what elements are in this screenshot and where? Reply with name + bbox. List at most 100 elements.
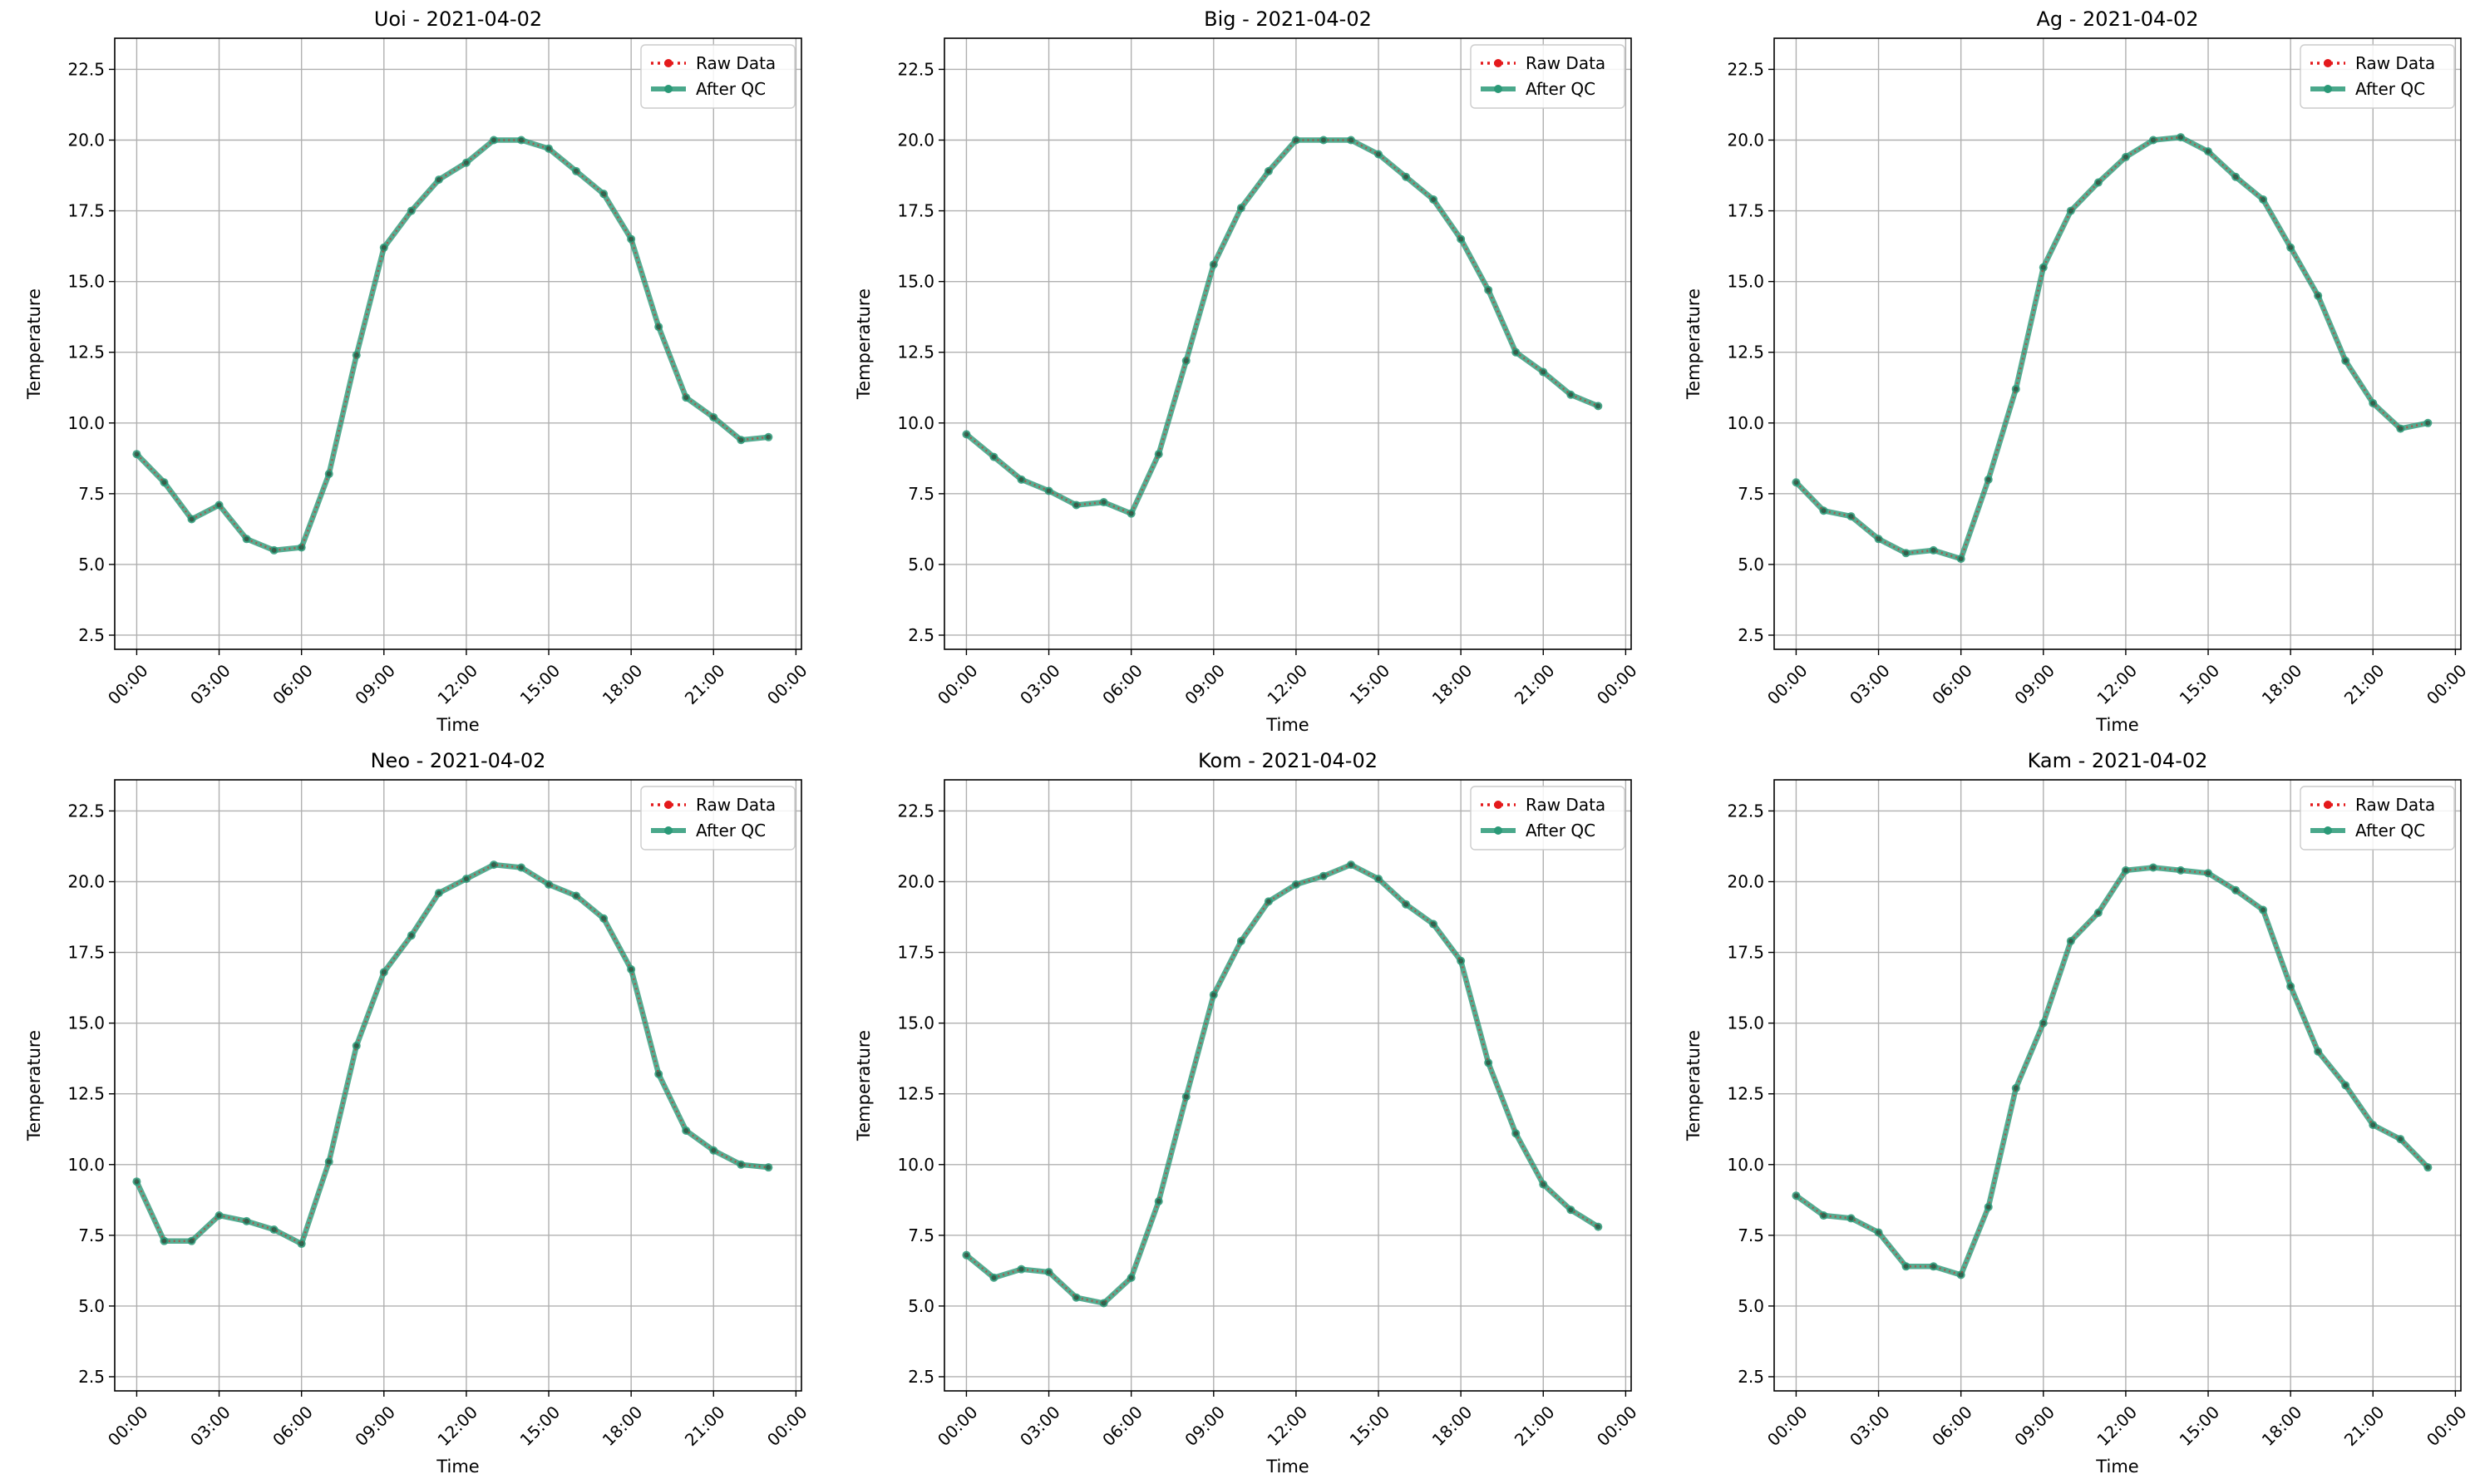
point-raw-data [2095,180,2101,185]
y-axis-label: Temperature [24,288,44,400]
point-raw-data [574,893,579,899]
legend-marker-qc [2324,85,2332,93]
axes-frame [1773,779,2462,1392]
x-tick-label: 03:00 [1846,1402,1894,1450]
point-raw-data [2068,938,2073,944]
point-raw-data [2013,386,2019,392]
y-tick-label: 15.0 [1727,272,1764,292]
legend-label-qc: After QC [1526,79,1595,99]
x-tick-label: 18:00 [1428,660,1477,708]
legend-label-raw: Raw Data [1526,53,1605,73]
point-raw-data [2068,208,2073,214]
y-tick-label: 22.5 [67,801,105,821]
point-raw-data [656,324,662,330]
series-line-raw-data [136,863,769,1245]
point-raw-data [683,1127,689,1133]
legend-marker-qc [664,85,673,93]
legend-label-qc: After QC [696,821,766,841]
legend-marker-raw [664,59,673,67]
y-tick-label: 15.0 [897,1013,934,1033]
point-raw-data [1238,938,1244,944]
point-raw-data [629,236,634,242]
x-axis-label: Time [1265,1457,1309,1477]
legend-marker-qc [664,826,673,835]
legend-label-qc: After QC [2355,79,2425,99]
y-tick-label: 7.5 [1738,484,1764,504]
legend-marker-raw [664,801,673,809]
point-raw-data [298,1241,304,1247]
y-tick-label: 22.5 [1727,59,1764,79]
point-raw-data [2315,1048,2321,1054]
point-raw-data [2177,135,2183,141]
y-tick-label: 20.0 [897,872,934,892]
point-raw-data [326,1159,332,1165]
y-tick-label: 10.0 [1727,413,1764,433]
subplot-1: Big - 2021-04-02 2.5 5.0 7.5 10.0 12.5 15.0 17.… [854,7,1641,735]
point-raw-data [271,1227,277,1233]
point-raw-data [1930,1264,1936,1270]
point-raw-data [353,353,359,358]
point-raw-data [1128,510,1134,516]
x-tick-label: 00:00 [104,660,152,708]
y-tick-label: 2.5 [908,625,934,645]
y-tick-label: 17.5 [1727,943,1764,963]
x-tick-label: 21:00 [681,1402,729,1450]
point-raw-data [1101,1300,1107,1306]
point-raw-data [2233,174,2239,180]
point-raw-data [134,1179,140,1185]
point-raw-data [1793,1193,1799,1199]
point-raw-data [546,145,552,151]
x-tick-label: 09:00 [1181,1402,1229,1450]
legend-label-qc: After QC [696,79,766,99]
point-raw-data [2315,293,2321,298]
point-raw-data [1156,451,1161,457]
point-raw-data [1821,508,1827,514]
legend-label-raw: Raw Data [696,795,776,815]
x-tick-label: 15:00 [516,660,565,708]
point-raw-data [1403,174,1409,180]
point-raw-data [463,876,469,882]
x-axis-label: Time [2095,715,2138,735]
y-tick-label: 2.5 [908,1367,934,1387]
y-tick-label: 2.5 [1738,1367,1764,1387]
legend-label-qc: After QC [2355,821,2425,841]
subplot-4: Kom - 2021-04-02 2.5 5.0 7.5 10.0 12.5 15.0 17.… [854,749,1641,1477]
point-raw-data [1903,550,1909,556]
point-raw-data [1486,287,1491,293]
y-tick-label: 2.5 [78,625,105,645]
x-tick-label: 15:00 [1346,660,1394,708]
legend-marker-qc [2324,826,2332,835]
x-tick-label: 12:00 [2093,660,2141,708]
point-raw-data [2206,149,2211,155]
legend-box [640,786,796,850]
subplot-5: Kam - 2021-04-02 2.5 5.0 7.5 10.0 12.5 15.0 17.… [1684,749,2471,1477]
point-raw-data [2398,1136,2404,1142]
point-raw-data [244,536,249,542]
series-line-after-qc [964,137,1600,516]
y-axis-label: Temperature [1684,288,1703,400]
x-tick-label: 18:00 [599,1402,647,1450]
point-raw-data [1431,921,1437,927]
y-tick-label: 12.5 [1727,343,1764,362]
y-tick-label: 12.5 [67,343,105,362]
y-tick-label: 12.5 [897,1084,934,1104]
point-raw-data [1156,1199,1161,1205]
point-raw-data [1018,1266,1024,1272]
x-tick-label: 18:00 [599,660,647,708]
subplot-title: Kom - 2021-04-02 [1198,749,1378,772]
point-raw-data [1293,137,1299,143]
point-raw-data [2206,870,2211,876]
point-raw-data [161,1238,167,1244]
legend-label-qc: After QC [1526,821,1595,841]
point-raw-data [2040,264,2046,270]
point-raw-data [1101,500,1107,505]
y-tick-label: 12.5 [1727,1084,1764,1104]
axes-frame [1773,37,2462,650]
point-raw-data [1458,958,1464,964]
x-tick-label: 09:00 [2010,1402,2058,1450]
point-raw-data [1238,205,1244,211]
x-tick-label: 12:00 [1263,660,1311,708]
subplot-title: Kam - 2021-04-02 [2028,749,2208,772]
point-raw-data [1876,1230,1881,1235]
y-tick-label: 22.5 [897,59,934,79]
